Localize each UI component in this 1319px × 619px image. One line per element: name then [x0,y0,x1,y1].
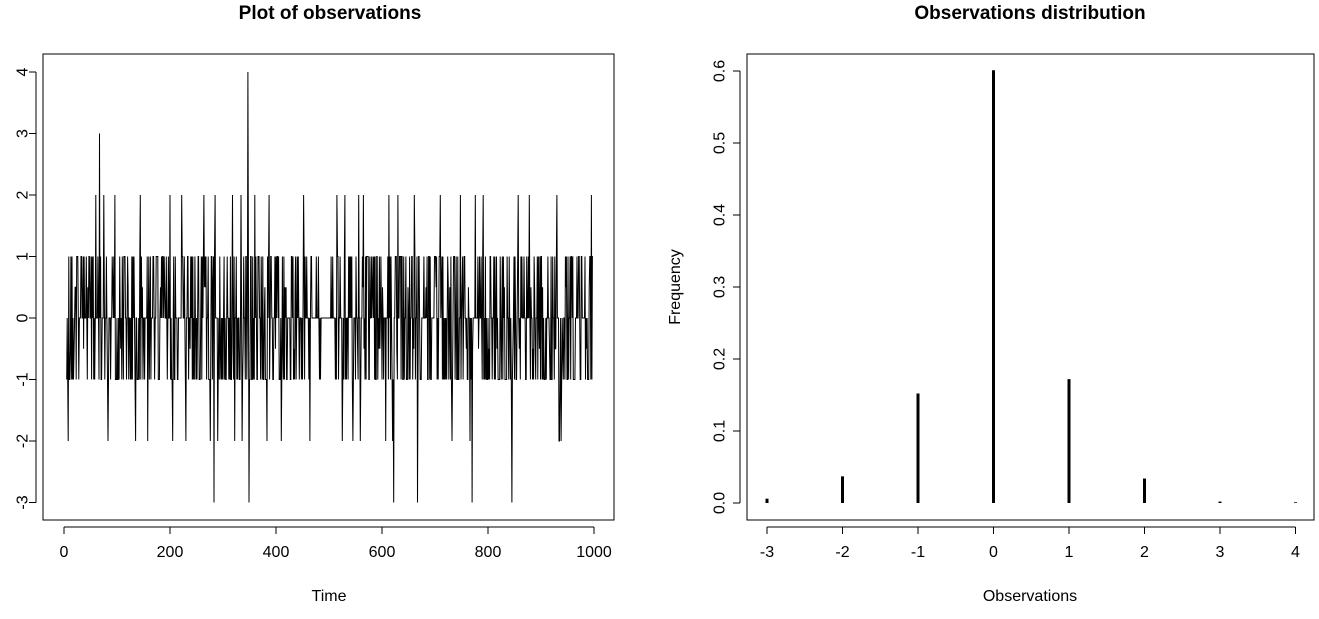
y-tick-label: 3 [15,129,32,138]
x-tick-label: 1000 [576,544,612,561]
distribution-plot-axes: -3 -2 -1 0 1 2 3 4 0.0 0.1 0.2 0.3 0.4 0.5 0.6 [712,60,1300,561]
x-tick-label: -3 [760,544,774,561]
x-tick-label: 600 [369,544,396,561]
y-tick-label: 4 [15,67,32,76]
distribution-plot: Observations distribution -3 -2 -1 0 1 2 3 4 0.0… [667,3,1315,605]
x-tick-label: -2 [835,544,849,561]
x-tick-label: 200 [157,544,184,561]
observations-series [66,71,593,503]
observations-plot-xlabel: Time [312,588,347,605]
y-tick-label: -2 [15,434,32,448]
y-tick-label: 0.6 [712,60,729,82]
observations-plot-frame [42,53,615,521]
distribution-bars [765,70,1297,503]
y-tick-label: 0.5 [712,132,729,154]
y-tick-label: 0.2 [712,348,729,370]
x-tick-label: 0 [60,544,69,561]
y-tick-label: -1 [15,372,32,386]
y-tick-label: 1 [15,252,32,261]
x-tick-label: 1 [1065,544,1074,561]
x-tick-label: 800 [475,544,502,561]
distribution-plot-title: Observations distribution [914,3,1145,24]
observations-plot: Plot of observations 0 200 400 600 800 1000 -3… [15,3,615,605]
x-tick-label: 400 [263,544,290,561]
x-tick-label: 3 [1216,544,1225,561]
y-tick-label: 0.4 [712,204,729,226]
distribution-plot-xlabel: Observations [983,588,1077,605]
observations-plot-axes: 0 200 400 600 800 1000 -3 -2 -1 0 1 2 3 4 [15,67,612,561]
y-tick-label: 0 [15,313,32,322]
y-tick-label: 0.3 [712,276,729,298]
x-tick-label: 4 [1291,544,1300,561]
y-tick-label: -3 [15,495,32,509]
y-tick-label: 0.1 [712,420,729,442]
observations-line [66,71,593,503]
y-tick-label: 0.0 [712,492,729,514]
observations-plot-title: Plot of observations [239,3,422,24]
y-tick-label: 2 [15,190,32,199]
distribution-plot-ylabel: Frequency [667,249,684,325]
distribution-plot-frame [746,53,1315,521]
x-tick-label: 0 [989,544,998,561]
x-tick-label: 2 [1140,544,1149,561]
x-tick-label: -1 [911,544,925,561]
